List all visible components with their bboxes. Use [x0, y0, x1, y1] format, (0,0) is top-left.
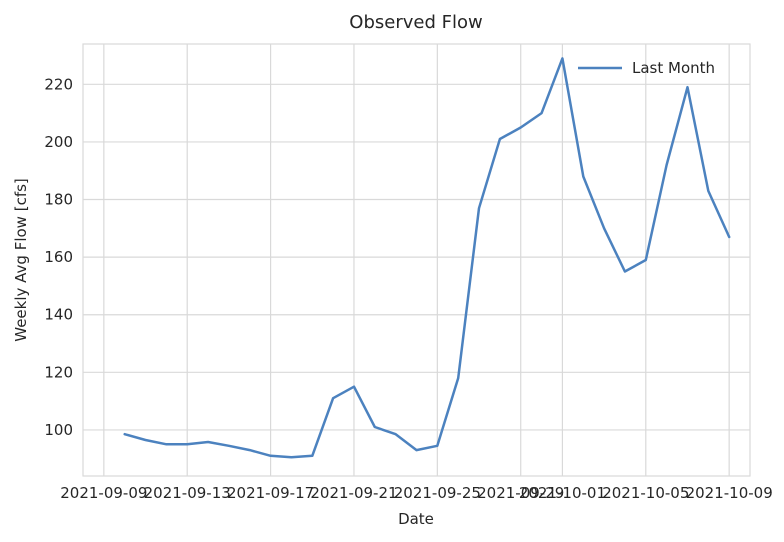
legend: Last Month	[578, 59, 715, 77]
y-tick-label: 100	[44, 421, 73, 439]
x-ticks: 2021-09-092021-09-132021-09-172021-09-21…	[60, 484, 773, 502]
legend-label-last-month: Last Month	[632, 59, 715, 77]
x-tick-label: 2021-09-25	[394, 484, 481, 502]
series-line-last-month	[123, 57, 731, 459]
chart-title: Observed Flow	[349, 12, 482, 33]
x-tick-label: 2021-09-21	[310, 484, 397, 502]
x-tick-label: 2021-10-01	[519, 484, 606, 502]
x-tick-label: 2021-09-17	[227, 484, 314, 502]
y-ticks: 100 120 140 160 180 200 220	[44, 75, 73, 439]
y-tick-label: 120	[44, 363, 73, 381]
grid	[83, 44, 750, 476]
series-layer	[123, 57, 731, 459]
x-tick-label: 2021-09-29	[477, 484, 564, 502]
y-axis-label: Weekly Avg Flow [cfs]	[12, 178, 30, 342]
x-tick-label: 2021-10-05	[602, 484, 689, 502]
x-tick-label: 2021-09-09	[60, 484, 147, 502]
y-tick-label: 180	[44, 191, 73, 209]
x-axis-label: Date	[398, 510, 434, 528]
plot-frame	[82, 43, 751, 477]
y-tick-label: 160	[44, 248, 73, 266]
y-tick-label: 140	[44, 306, 73, 324]
x-tick-label: 2021-10-09	[686, 484, 773, 502]
y-tick-label: 200	[44, 133, 73, 151]
x-tick-label: 2021-09-13	[144, 484, 231, 502]
y-tick-label: 220	[44, 75, 73, 93]
